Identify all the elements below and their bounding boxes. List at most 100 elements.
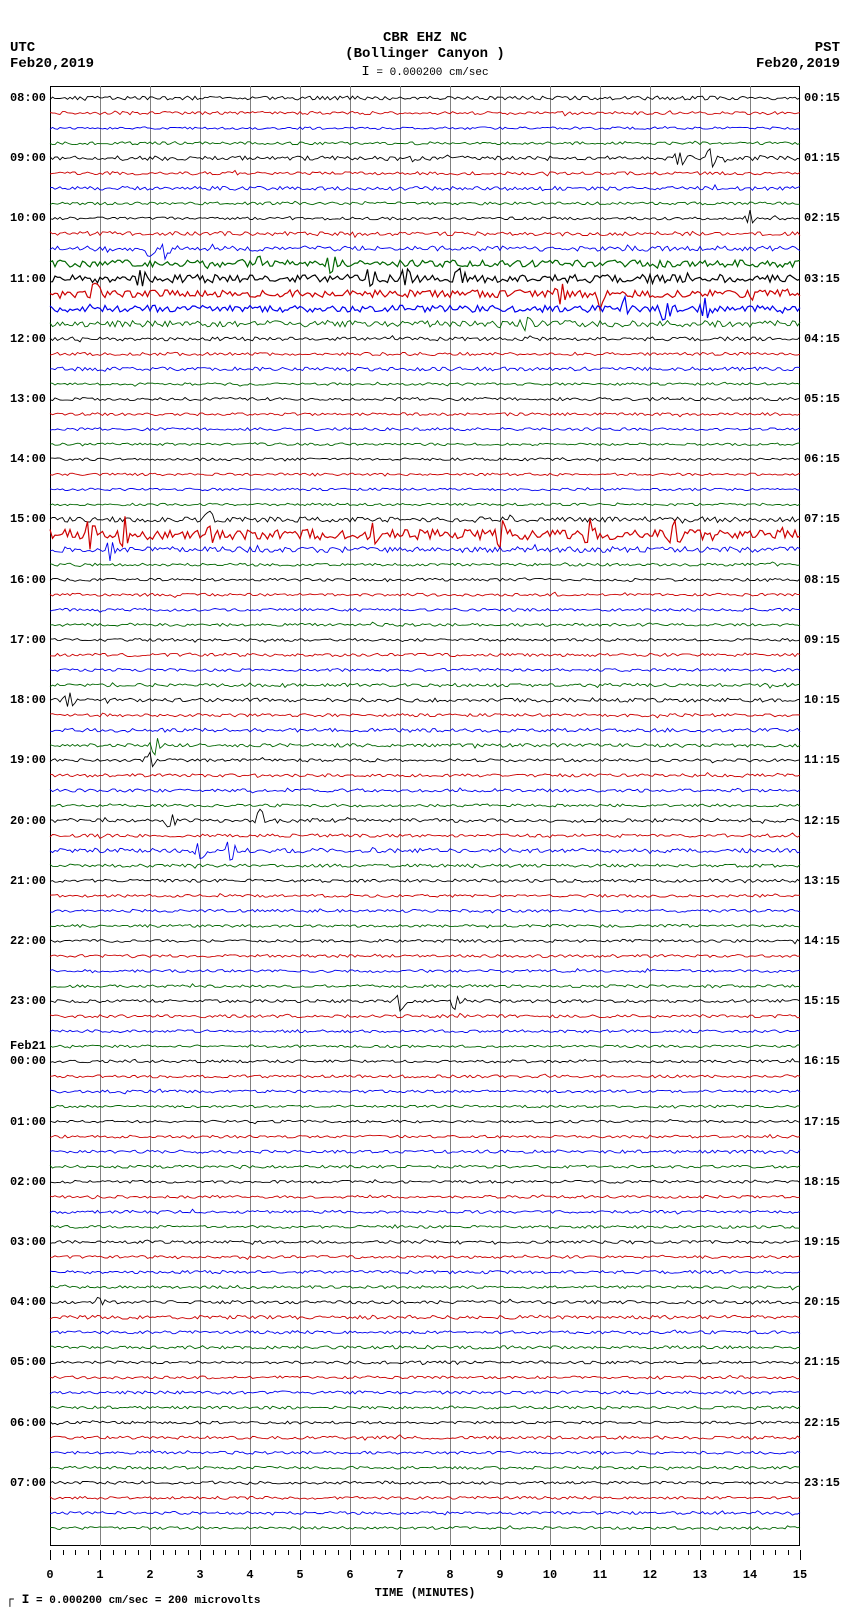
pst-time-label: 07:15	[800, 512, 840, 526]
x-minor-tick	[113, 1550, 114, 1555]
pst-time-label: 22:15	[800, 1416, 840, 1430]
x-minor-tick	[225, 1550, 226, 1555]
x-tick	[550, 1550, 551, 1560]
x-minor-tick	[563, 1550, 564, 1555]
x-minor-tick	[538, 1550, 539, 1555]
x-axis: TIME (MINUTES) 0123456789101112131415	[50, 1550, 800, 1580]
x-minor-tick	[675, 1550, 676, 1555]
utc-time-label: 12:00	[10, 332, 50, 346]
x-minor-tick	[525, 1550, 526, 1555]
x-tick	[750, 1550, 751, 1560]
pst-time-label: 11:15	[800, 753, 840, 767]
tz-right-label: PST	[815, 40, 840, 56]
x-tick	[150, 1550, 151, 1560]
x-tick-label: 7	[396, 1568, 403, 1582]
x-minor-tick	[338, 1550, 339, 1555]
x-tick	[650, 1550, 651, 1560]
x-minor-tick	[325, 1550, 326, 1555]
pst-time-label: 00:15	[800, 91, 840, 105]
utc-time-label: 10:00	[10, 211, 50, 225]
x-minor-tick	[725, 1550, 726, 1555]
x-minor-tick	[213, 1550, 214, 1555]
x-minor-tick	[763, 1550, 764, 1555]
x-minor-tick	[363, 1550, 364, 1555]
utc-time-label: 23:00	[10, 994, 50, 1008]
x-minor-tick	[575, 1550, 576, 1555]
x-minor-tick	[275, 1550, 276, 1555]
pst-time-label: 20:15	[800, 1295, 840, 1309]
pst-time-label: 09:15	[800, 633, 840, 647]
header-location: (Bollinger Canyon )	[0, 46, 850, 62]
pst-time-label: 18:15	[800, 1175, 840, 1189]
x-minor-tick	[625, 1550, 626, 1555]
pst-time-label: 12:15	[800, 814, 840, 828]
pst-time-label: 16:15	[800, 1054, 840, 1068]
x-minor-tick	[63, 1550, 64, 1555]
utc-time-label: 22:00	[10, 934, 50, 948]
utc-time-label: 18:00	[10, 693, 50, 707]
date-left-label: Feb20,2019	[10, 56, 94, 72]
x-minor-tick	[138, 1550, 139, 1555]
x-minor-tick	[288, 1550, 289, 1555]
x-minor-tick	[775, 1550, 776, 1555]
utc-time-label: 15:00	[10, 512, 50, 526]
pst-time-label: 08:15	[800, 573, 840, 587]
x-tick-label: 12	[643, 1568, 657, 1582]
utc-time-label: 19:00	[10, 753, 50, 767]
x-minor-tick	[188, 1550, 189, 1555]
x-tick-label: 2	[146, 1568, 153, 1582]
utc-time-label: 08:00	[10, 91, 50, 105]
x-minor-tick	[175, 1550, 176, 1555]
x-tick-label: 15	[793, 1568, 807, 1582]
x-minor-tick	[663, 1550, 664, 1555]
header-scale-text: = 0.000200 cm/sec	[376, 67, 488, 79]
x-minor-tick	[738, 1550, 739, 1555]
x-minor-tick	[388, 1550, 389, 1555]
x-tick	[100, 1550, 101, 1560]
x-tick-label: 6	[346, 1568, 353, 1582]
utc-time-label: 21:00	[10, 874, 50, 888]
pst-time-label: 15:15	[800, 994, 840, 1008]
pst-time-label: 21:15	[800, 1355, 840, 1369]
x-tick	[50, 1550, 51, 1560]
utc-date-label: Feb21	[10, 1039, 50, 1053]
x-minor-tick	[375, 1550, 376, 1555]
x-tick-label: 1	[96, 1568, 103, 1582]
scale-bar-icon: I	[361, 64, 369, 80]
x-minor-tick	[125, 1550, 126, 1555]
x-tick-label: 5	[296, 1568, 303, 1582]
pst-time-label: 14:15	[800, 934, 840, 948]
x-minor-tick	[438, 1550, 439, 1555]
x-minor-tick	[688, 1550, 689, 1555]
x-minor-tick	[413, 1550, 414, 1555]
utc-time-label: 14:00	[10, 452, 50, 466]
x-tick	[300, 1550, 301, 1560]
x-tick	[400, 1550, 401, 1560]
scale-bar-icon: ┌ I	[6, 1592, 29, 1607]
x-minor-tick	[475, 1550, 476, 1555]
utc-time-label: 04:00	[10, 1295, 50, 1309]
x-minor-tick	[313, 1550, 314, 1555]
utc-time-label: 20:00	[10, 814, 50, 828]
x-minor-tick	[588, 1550, 589, 1555]
x-tick-label: 9	[496, 1568, 503, 1582]
utc-time-label: 17:00	[10, 633, 50, 647]
x-tick	[700, 1550, 701, 1560]
seismogram-page: CBR EHZ NC (Bollinger Canyon ) I = 0.000…	[0, 0, 850, 1613]
x-tick	[800, 1550, 801, 1560]
x-minor-tick	[88, 1550, 89, 1555]
pst-time-label: 01:15	[800, 151, 840, 165]
pst-time-label: 13:15	[800, 874, 840, 888]
x-tick	[250, 1550, 251, 1560]
x-minor-tick	[488, 1550, 489, 1555]
x-tick-label: 10	[543, 1568, 557, 1582]
utc-time-label: 06:00	[10, 1416, 50, 1430]
utc-time-label: 09:00	[10, 151, 50, 165]
pst-time-label: 06:15	[800, 452, 840, 466]
x-tick	[600, 1550, 601, 1560]
x-minor-tick	[613, 1550, 614, 1555]
x-minor-tick	[788, 1550, 789, 1555]
x-minor-tick	[163, 1550, 164, 1555]
utc-time-label: 05:00	[10, 1355, 50, 1369]
pst-time-label: 03:15	[800, 272, 840, 286]
